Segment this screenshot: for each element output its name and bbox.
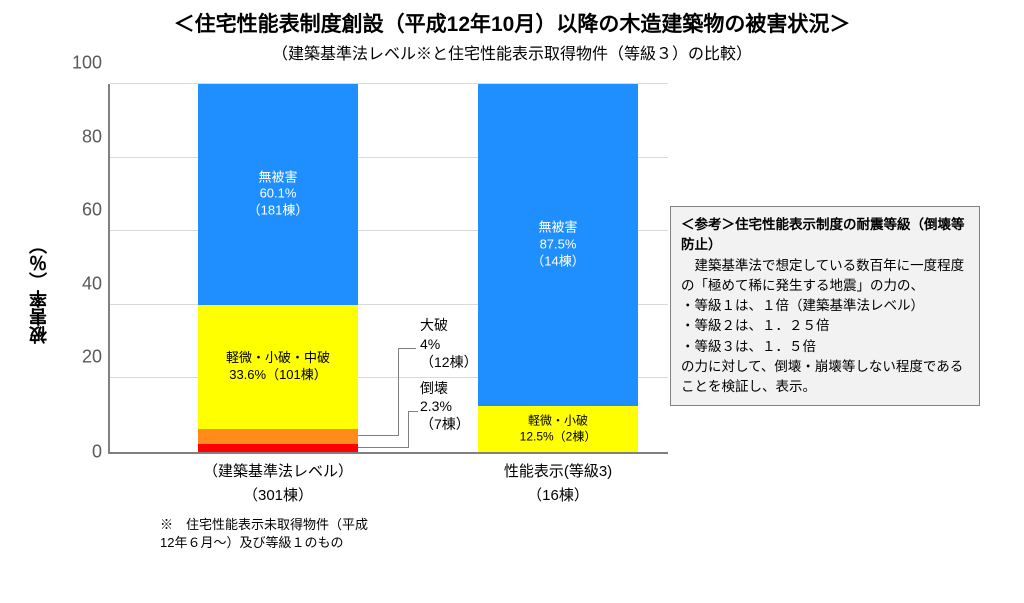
y-tick: 60	[82, 200, 102, 221]
seg-label-line: （181棟）	[248, 203, 309, 218]
seg-label-line: 87.5%	[540, 237, 577, 252]
y-tick: 20	[82, 347, 102, 368]
y-tick: 100	[72, 53, 102, 74]
segment-none: 無被害 87.5% （14棟）	[478, 84, 638, 406]
segment-collapse	[198, 444, 358, 452]
info-box-line: の力に対して、倒壊・崩壊等しない程度であることを検証し、表示。	[681, 357, 969, 398]
seg-label-line: 12.5%（2棟）	[520, 429, 597, 443]
chart-title: ＜住宅性能表制度創設（平成12年10月）以降の木造建築物の被害状況＞	[20, 8, 1004, 38]
info-box-line: ・等級２は、１．２５倍	[681, 316, 969, 336]
y-tick: 0	[92, 442, 102, 463]
seg-label-line: 無被害	[538, 220, 577, 235]
segment-none: 無被害 60.1% （181棟）	[198, 84, 358, 305]
y-tick: 80	[82, 126, 102, 147]
seg-label-line: 軽微・小破・中破	[226, 350, 330, 365]
footnote: ※ 住宅性能表示未取得物件（平成 12年６月～）及び等級１のもの	[160, 516, 420, 552]
info-box-line: ・等級３は、１．５倍	[681, 337, 969, 357]
callout-collapse: 倒壊 2.3% （7棟）	[420, 379, 470, 434]
seg-label-line: 無被害	[258, 169, 297, 184]
x-axis-label-2: 性能表示(等級3) （16棟）	[478, 460, 638, 508]
seg-label-line: 軽微・小破	[528, 413, 588, 427]
y-tick: 40	[82, 273, 102, 294]
info-box-line: ・等級１は、１倍（建築基準法レベル）	[681, 296, 969, 316]
x-axis-label-1: （建築基準法レベル） （301棟）	[178, 460, 378, 508]
info-box-line: 建築基準法で想定している数百年に一度程度の「極めて稀に発生する地震」の力の、	[681, 256, 969, 297]
chart-subtitle: （建築基準法レベル※と住宅性能表示取得物件（等級３）の比較）	[20, 40, 1004, 64]
segment-major	[198, 429, 358, 444]
seg-label-line: 33.6%（101棟）	[229, 367, 327, 382]
seg-label-line: （14棟）	[531, 253, 584, 268]
chart-area: 被害率（％） 0 20 40 60 80 100 軽微・小破・中破	[20, 76, 1004, 566]
callout-major: 大破 4% （12棟）	[420, 316, 478, 371]
seg-label-line: 60.1%	[260, 186, 297, 201]
info-box: ＜参考＞住宅性能表示制度の耐震等級（倒壊等防止） 建築基準法で想定している数百年…	[670, 206, 980, 406]
bar-group-2: 軽微・小破 12.5%（2棟） 無被害 87.5% （14棟） 性能表示(等級3…	[478, 84, 638, 452]
bar-group-1: 軽微・小破・中破 33.6%（101棟） 無被害 60.1% （181棟） （建…	[198, 84, 358, 452]
y-axis-label: 被害率（％）	[26, 236, 52, 344]
segment-minor: 軽微・小破 12.5%（2棟）	[478, 406, 638, 452]
segment-minor: 軽微・小破・中破 33.6%（101棟）	[198, 305, 358, 429]
plot-area: 0 20 40 60 80 100 軽微・小破・中破 33.6%（101棟） 無…	[108, 84, 668, 454]
info-box-title: ＜参考＞住宅性能表示制度の耐震等級（倒壊等防止）	[681, 215, 969, 256]
